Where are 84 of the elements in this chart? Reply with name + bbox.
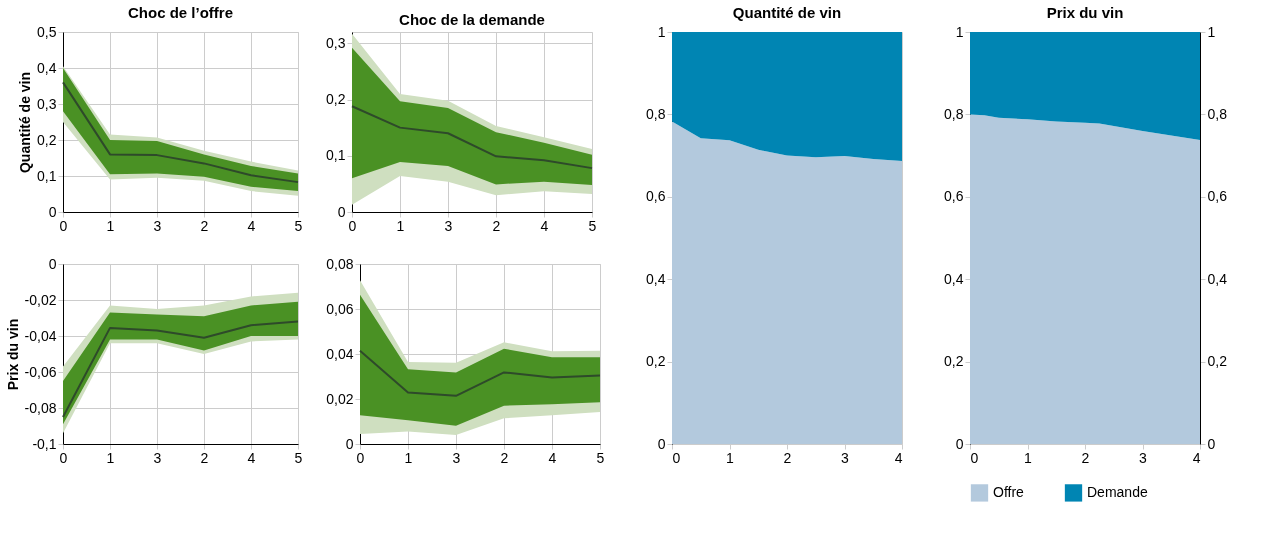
y-tick-label: 0,5 [37,23,57,40]
x-tick-label: 2 [783,449,792,466]
y-tick-label: 0,3 [37,95,57,112]
y-tick-label: 0,4 [646,270,666,287]
x-tick-label: 1 [404,449,413,466]
y-tick-label: 0,2 [37,131,57,148]
x-tick-label: 2 [500,449,509,466]
y-tick-label: 0,04 [326,345,354,362]
x-tick-label: 1 [1024,449,1033,466]
y-tick-label: 0,02 [326,390,354,407]
x-tick-label: 5 [588,217,597,234]
line-series [62,320,299,418]
y-tick-label: 0 [48,203,57,220]
x-tick-label: 4 [247,217,256,234]
y-tick-label: -0,02 [24,291,57,308]
x-tick-label: 0 [970,449,979,466]
y2-tick-label: 0,4 [1207,270,1228,287]
x-tick-label: 1 [726,449,735,466]
y-tick-label: -0,1 [32,435,57,452]
x-tick-label: 1 [396,217,405,234]
x-tick-label: 5 [596,449,605,466]
x-tick-label: 2 [492,217,501,234]
chart-title: Choc de la demande [399,11,545,28]
x-tick-label: 4 [247,449,256,466]
y-tick-label: 0,4 [37,59,57,76]
x-tick-label: 3 [841,449,850,466]
y2-tick-label: 0,6 [1207,188,1228,205]
y-axis-title: Quantité de vin [17,71,34,174]
x-tick-label: 2 [200,217,209,234]
chart-title: Prix du vin [1046,4,1124,21]
y-tick-label: 1 [955,23,964,40]
y-tick-label: 0 [955,435,964,452]
y-tick-label: 0,08 [326,255,354,272]
y-tick-label: 1 [657,23,666,40]
y-tick-label: 0 [337,203,346,220]
x-tick-label: 5 [294,217,303,234]
line-series [62,81,299,184]
x-tick-label: 0 [59,449,68,466]
chart-title: Choc de l’offre [127,4,234,21]
y-tick-label: 0,6 [944,188,964,205]
legend-label: Demande [1087,483,1148,500]
y-tick-label: 0,3 [326,34,346,51]
x-tick-label: 2 [1081,449,1090,466]
y-tick-label: 0,4 [944,270,964,287]
x-tick-label: 0 [59,217,68,234]
x-tick-label: 1 [106,449,115,466]
y-tick-label: 0 [48,255,57,272]
x-tick-label: 4 [1192,449,1201,466]
y2-tick-label: 1 [1207,23,1216,40]
y-tick-label: 0,06 [326,300,354,317]
x-tick-label: 0 [672,449,681,466]
y-tick-label: -0,04 [24,327,57,344]
x-tick-label: 3 [1139,449,1148,466]
y-tick-label: 0 [345,435,354,452]
x-tick-label: 3 [452,449,461,466]
y2-tick-label: 0,8 [1207,105,1228,122]
y-tick-label: 0,6 [646,188,666,205]
y-tick-label: 0,8 [646,105,666,122]
x-tick-label: 3 [444,217,453,234]
y-tick-label: 0,8 [944,105,964,122]
x-tick-label: 4 [548,449,557,466]
line-series [351,105,593,170]
y-axis-title: Prix du vin [4,318,21,391]
x-tick-label: 4 [540,217,549,234]
chart-title: Quantité de vin [732,4,842,21]
x-tick-label: 3 [153,449,162,466]
y-tick-label: -0,08 [24,399,57,416]
x-tick-label: 0 [356,449,365,466]
y-tick-label: 0,2 [944,353,964,370]
legend-label: Offre [993,483,1025,500]
y2-tick-label: 0,2 [1207,353,1228,370]
line-series [359,349,601,397]
y2-tick-label: 0 [1207,435,1216,452]
y-tick-label: 0,1 [37,167,57,184]
x-tick-label: 1 [106,217,115,234]
x-tick-label: 5 [294,449,303,466]
y-tick-label: 0,2 [646,353,666,370]
x-tick-label: 2 [200,449,209,466]
x-tick-label: 3 [153,217,162,234]
x-tick-label: 4 [894,449,903,466]
y-tick-label: -0,06 [24,363,57,380]
y-tick-label: 0,2 [326,91,346,107]
y-tick-label: 0,1 [326,147,346,164]
y-tick-label: 0 [657,435,666,452]
